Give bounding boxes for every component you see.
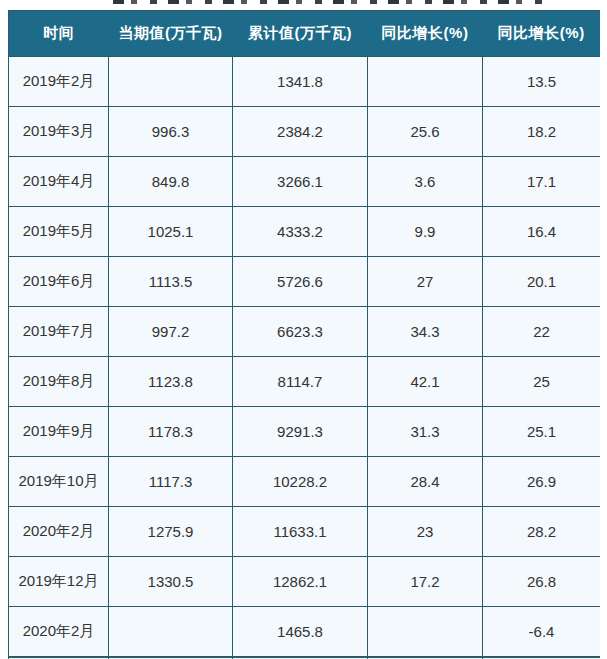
table-cell: 2020年2月 <box>9 507 109 557</box>
table-cell: 28.2 <box>483 507 601 557</box>
table-row: 2019年7月997.26623.334.322 <box>9 307 601 357</box>
table-cell: 20.1 <box>483 257 601 307</box>
table-cell: 27 <box>368 257 483 307</box>
table-cell: 1025.1 <box>109 207 233 257</box>
table-cell: 31.3 <box>368 407 483 457</box>
table-cell: 1123.8 <box>109 357 233 407</box>
table-row: 2019年6月1113.55726.62720.1 <box>9 257 601 307</box>
table-row: 2019年12月1330.512862.117.226.8 <box>9 557 601 607</box>
table-cell: 16.4 <box>483 207 601 257</box>
table-cell: 25 <box>483 357 601 407</box>
table-cell: 34.3 <box>368 307 483 357</box>
table-row: 2019年4月849.83266.13.617.1 <box>9 157 601 207</box>
table-cell: 2019年4月 <box>9 157 109 207</box>
table-cell: 13.5 <box>483 57 601 107</box>
table-cell: 1275.9 <box>109 507 233 557</box>
table-cell: 2019年2月 <box>9 57 109 107</box>
table-cell: 23 <box>368 507 483 557</box>
table-cell: 2019年12月 <box>9 557 109 607</box>
table-cell: 22 <box>483 307 601 357</box>
table-cell: 1465.8 <box>233 607 368 658</box>
column-header: 当期值(万千瓦) <box>109 11 233 57</box>
table-cell <box>109 57 233 107</box>
table-cell: 11633.1 <box>233 507 368 557</box>
table-cell: 25.1 <box>483 407 601 457</box>
table-cell: 2019年6月 <box>9 257 109 307</box>
column-header: 累计值(万千瓦) <box>233 11 368 57</box>
table-cell: 9.9 <box>368 207 483 257</box>
table-body: 2019年2月1341.813.52019年3月996.32384.225.61… <box>9 57 601 659</box>
clipped-title-fragments <box>113 0 545 4</box>
table-cell: 996.3 <box>109 107 233 157</box>
table-cell: 10228.2 <box>233 457 368 507</box>
table-row: 2019年9月1178.39291.331.325.1 <box>9 407 601 457</box>
table-header: 时间当期值(万千瓦)累计值(万千瓦)同比增长(%)同比增长(%) <box>9 11 601 57</box>
column-header: 同比增长(%) <box>368 11 483 57</box>
table-row: 2019年10月1117.310228.228.426.9 <box>9 457 601 507</box>
table-cell <box>368 607 483 658</box>
table-cell: 1113.5 <box>109 257 233 307</box>
table-cell: 3266.1 <box>233 157 368 207</box>
table-cell: 8114.7 <box>233 357 368 407</box>
table-cell: 18.2 <box>483 107 601 157</box>
table-cell: 17.2 <box>368 557 483 607</box>
table-cell: 26.8 <box>483 557 601 607</box>
column-header: 同比增长(%) <box>483 11 601 57</box>
table-cell: 2019年5月 <box>9 207 109 257</box>
capacity-data-table: 时间当期值(万千瓦)累计值(万千瓦)同比增长(%)同比增长(%) 2019年2月… <box>8 10 600 659</box>
table-row: 2019年2月 1341.8 13.5 <box>9 57 601 107</box>
table-cell <box>109 607 233 658</box>
table-row: 2019年3月996.32384.225.618.2 <box>9 107 601 157</box>
header-row: 时间当期值(万千瓦)累计值(万千瓦)同比增长(%)同比增长(%) <box>9 11 601 57</box>
table-cell: 28.4 <box>368 457 483 507</box>
table-row: 2019年8月1123.88114.742.125 <box>9 357 601 407</box>
table-cell: 2020年2月 <box>9 607 109 658</box>
table-cell: 5726.6 <box>233 257 368 307</box>
table-row: 2020年2月1275.911633.12328.2 <box>9 507 601 557</box>
table-cell: 997.2 <box>109 307 233 357</box>
table-cell: 17.1 <box>483 157 601 207</box>
table-cell: 4333.2 <box>233 207 368 257</box>
table-cell: 9291.3 <box>233 407 368 457</box>
table-cell: 26.9 <box>483 457 601 507</box>
data-table-container: 时间当期值(万千瓦)累计值(万千瓦)同比增长(%)同比增长(%) 2019年2月… <box>8 10 600 659</box>
table-cell: 42.1 <box>368 357 483 407</box>
table-cell: 25.6 <box>368 107 483 157</box>
table-cell: 12862.1 <box>233 557 368 607</box>
table-cell: 1330.5 <box>109 557 233 607</box>
table-cell: 2019年7月 <box>9 307 109 357</box>
table-cell <box>368 57 483 107</box>
table-cell: 2019年3月 <box>9 107 109 157</box>
table-cell: -6.4 <box>483 607 601 658</box>
table-cell: 1341.8 <box>233 57 368 107</box>
table-cell: 3.6 <box>368 157 483 207</box>
table-cell: 6623.3 <box>233 307 368 357</box>
table-row: 2020年2月 1465.8 -6.4 <box>9 607 601 658</box>
table-cell: 2384.2 <box>233 107 368 157</box>
table-cell: 2019年9月 <box>9 407 109 457</box>
table-cell: 2019年10月 <box>9 457 109 507</box>
table-cell: 849.8 <box>109 157 233 207</box>
table-cell: 1178.3 <box>109 407 233 457</box>
column-header: 时间 <box>9 11 109 57</box>
table-row: 2019年5月1025.14333.29.916.4 <box>9 207 601 257</box>
table-cell: 1117.3 <box>109 457 233 507</box>
table-cell: 2019年8月 <box>9 357 109 407</box>
